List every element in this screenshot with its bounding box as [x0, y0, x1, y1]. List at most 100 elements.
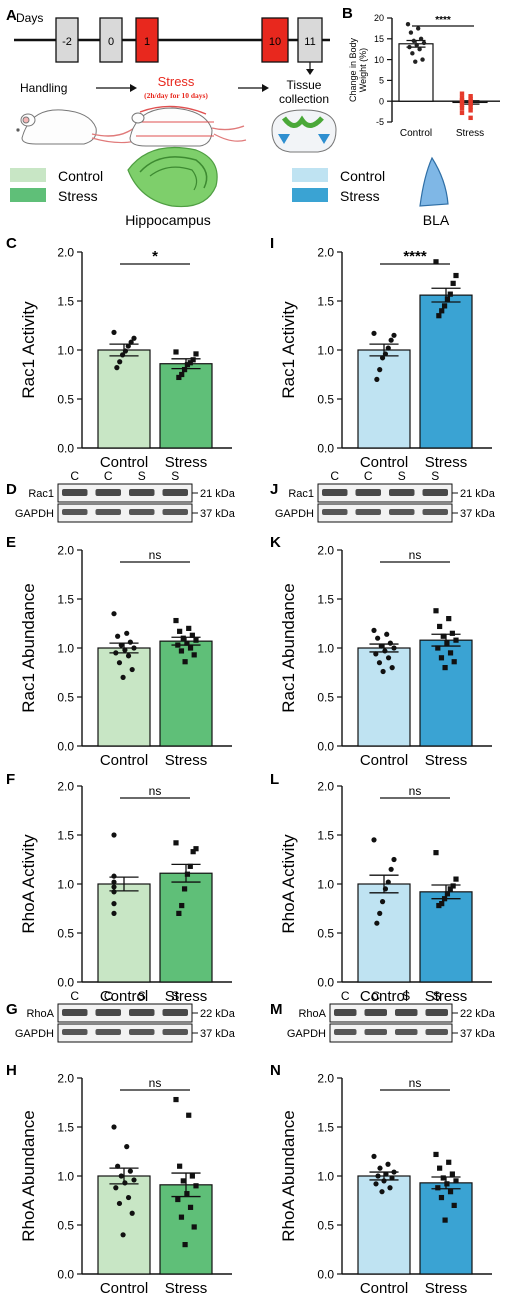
data-point-b-1	[468, 108, 473, 113]
blot-row-label: Rac1	[28, 488, 54, 500]
data-point-n-1	[451, 1202, 457, 1208]
data-point-h-1	[187, 1204, 194, 1210]
y-tick-label-i: 2.0	[317, 245, 334, 259]
data-point-l-0	[371, 837, 377, 843]
panel-label-k: K	[270, 534, 281, 551]
blot-lane-label: C	[70, 989, 79, 1003]
bar-i-1	[419, 294, 473, 449]
data-point-c-0	[131, 335, 137, 341]
blot-lane-label: S	[138, 469, 146, 483]
day-label-1: 1	[144, 36, 150, 48]
bar-b-0	[398, 43, 434, 102]
blot-band	[62, 1009, 88, 1016]
y-tick-label-e: 1.0	[57, 641, 74, 655]
data-point-l-1	[447, 886, 453, 892]
data-point-f-1	[181, 886, 188, 892]
blot-band	[322, 509, 348, 515]
data-point-k-0	[389, 665, 395, 671]
bar-l-1	[419, 891, 473, 983]
data-point-n-0	[381, 1178, 387, 1184]
blot-band	[62, 489, 88, 496]
y-tick-label-e: 2.0	[57, 543, 74, 557]
data-point-n-0	[387, 1185, 393, 1191]
x-tick-label-h-1: Stress	[165, 1280, 208, 1297]
bar-c-0	[97, 349, 151, 449]
y-axis-label-e: Rac1 Abundance	[19, 583, 38, 713]
y-tick-label-b: 0	[379, 96, 384, 106]
blot-row-label: Rac1	[288, 488, 314, 500]
data-point-n-1	[440, 1175, 446, 1181]
data-point-n-1	[438, 1194, 445, 1201]
x-tick-label-c-1: Stress	[165, 454, 208, 471]
data-point-c-0	[125, 343, 131, 349]
data-point-e-1	[178, 648, 185, 654]
x-tick-label-k-0: Control	[360, 752, 408, 769]
blot-lane-label: C	[364, 469, 373, 483]
blot-row-label: GAPDH	[15, 508, 54, 520]
data-point-i-1	[436, 313, 442, 319]
data-point-k-1	[453, 637, 459, 643]
significance-label-b: ****	[435, 15, 451, 26]
stress-label: Stress	[158, 74, 195, 89]
y-tick-label-i: 1.0	[317, 343, 334, 357]
significance-label-i: ****	[403, 248, 427, 265]
y-tick-label-h: 0.5	[57, 1218, 74, 1232]
data-point-h-1	[177, 1163, 183, 1169]
blot-size-label: 37 kDa	[200, 508, 236, 520]
data-point-l-0	[377, 910, 383, 917]
data-point-e-0	[115, 633, 121, 639]
legend-label-bla-control: Control	[340, 168, 385, 184]
day-label-0: 0	[108, 36, 114, 48]
x-tick-label-f-1: Stress	[165, 988, 208, 1005]
data-point-b-0	[408, 30, 414, 35]
chart-n: 0.0 0.5 1.0 1.5 2.0 RhoA Abundance Control Stre…	[279, 1071, 492, 1297]
data-point-k-1	[438, 655, 445, 661]
y-tick-label-e: 1.5	[57, 592, 74, 606]
y-tick-label-h: 1.0	[57, 1169, 74, 1183]
blot-lane-label: S	[138, 989, 146, 1003]
blot-lane-label: S	[398, 469, 406, 483]
day-box-minus2	[55, 17, 79, 63]
bar-h-1	[159, 1184, 213, 1275]
data-point-k-0	[373, 651, 379, 657]
y-tick-label-l: 1.0	[317, 877, 334, 891]
data-point-e-0	[124, 630, 130, 636]
data-point-b-0	[411, 38, 417, 44]
panel-label-g: G	[6, 1001, 18, 1018]
data-point-n-1	[444, 1181, 450, 1187]
data-point-l-0	[379, 899, 386, 905]
blot-lane-label: C	[70, 469, 79, 483]
y-tick-label-k: 2.0	[317, 543, 334, 557]
y-tick-label-b: 15	[374, 34, 384, 44]
data-point-i-1	[433, 259, 439, 265]
legend-hippocampus: Control Stress Hippocampus	[10, 146, 218, 228]
data-point-i-0	[391, 332, 397, 338]
panel-label-f: F	[6, 771, 15, 788]
rat-handling-illustration	[16, 109, 141, 145]
data-point-b-1	[459, 110, 465, 116]
data-point-b-0	[405, 22, 411, 27]
panel-label-d: D	[6, 481, 17, 498]
blot-row-label: RhoA	[26, 1008, 54, 1020]
data-point-l-0	[391, 856, 397, 863]
y-tick-label-b: 10	[374, 55, 384, 65]
data-point-i-0	[371, 330, 377, 336]
y-tick-label-n: 0.5	[317, 1218, 334, 1232]
legend-swatch-hpc-stress	[10, 188, 46, 202]
hippocampus-icon	[127, 146, 218, 208]
x-tick-label-c-0: Control	[100, 454, 148, 471]
significance-label-n: ns	[409, 1076, 422, 1090]
timeline-days-label: Days	[16, 11, 43, 25]
blot-band	[162, 509, 188, 515]
data-point-n-1	[437, 1165, 443, 1171]
data-point-k-1	[442, 665, 448, 671]
data-point-h-0	[127, 1168, 133, 1174]
data-point-i-1	[439, 308, 445, 314]
blot-row-label: GAPDH	[287, 1028, 326, 1040]
data-point-f-1	[173, 840, 179, 846]
data-point-i-0	[374, 376, 380, 382]
data-point-c-0	[119, 352, 126, 358]
blot-band	[425, 1009, 448, 1016]
y-tick-label-c: 1.0	[57, 343, 74, 357]
data-point-h-0	[124, 1144, 130, 1150]
